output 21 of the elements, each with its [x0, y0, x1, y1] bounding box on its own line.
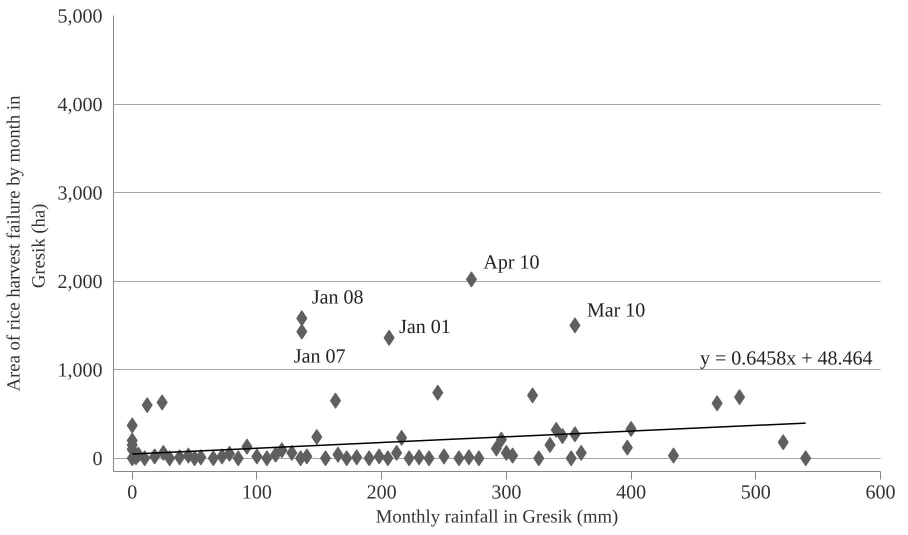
x-tick-label: 0 — [127, 482, 138, 504]
x-tick-label: 500 — [740, 482, 771, 504]
x-axis-title: Monthly rainfall in Gresik (mm) — [376, 506, 618, 528]
y-axis-title: Area of rice harvest failure by month in Gresik (ha) — [3, 94, 50, 392]
y-tick-label: 2,000 — [58, 271, 102, 294]
annotation: Jan 08 — [312, 286, 364, 308]
annotation: Apr 10 — [483, 251, 540, 274]
annotation: Jan 01 — [399, 316, 451, 338]
y-tick-label: 1,000 — [58, 360, 102, 382]
x-tick-label: 600 — [866, 482, 896, 504]
x-tick-label: 400 — [616, 482, 646, 504]
x-tick-label: 100 — [242, 482, 272, 504]
x-tick-label: 200 — [366, 482, 397, 504]
annotation: Jan 07 — [294, 346, 346, 368]
y-tick-label: 0 — [92, 448, 102, 470]
y-tick-label: 4,000 — [58, 94, 102, 116]
x-tick-label: 300 — [491, 482, 522, 504]
y-tick-label: 3,000 — [58, 182, 102, 205]
annotation: y = 0.6458x + 48.464 — [700, 348, 873, 370]
annotation: Mar 10 — [586, 299, 646, 322]
y-tick-label: 5,000 — [58, 6, 102, 28]
